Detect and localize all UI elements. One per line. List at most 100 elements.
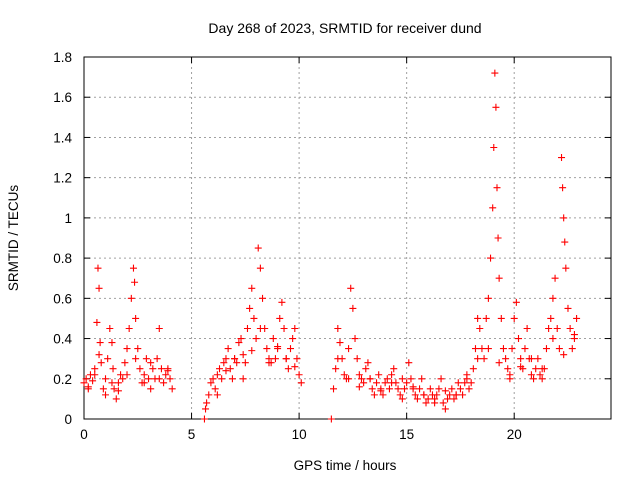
data-point <box>108 379 116 387</box>
data-point <box>213 391 221 399</box>
data-point <box>512 298 520 306</box>
data-point <box>497 314 505 322</box>
data-point <box>439 399 447 407</box>
data-point <box>517 355 525 363</box>
data-point <box>409 383 417 391</box>
data-point <box>239 375 247 383</box>
data-point <box>96 339 104 347</box>
data-point <box>353 355 361 363</box>
data-point <box>142 355 150 363</box>
data-point <box>233 359 241 367</box>
data-point <box>106 325 114 332</box>
data-point <box>349 304 357 312</box>
data-point <box>454 379 462 387</box>
data-point <box>259 294 267 302</box>
data-point <box>452 391 460 399</box>
data-point <box>147 385 155 393</box>
data-point <box>211 385 219 393</box>
grid-lines <box>84 57 611 419</box>
data-point <box>530 375 538 383</box>
data-point <box>134 345 142 353</box>
data-point <box>112 395 120 403</box>
data-point <box>209 375 217 383</box>
data-point <box>491 69 499 77</box>
data-point <box>228 375 236 383</box>
data-point <box>471 345 479 353</box>
data-point <box>110 385 118 393</box>
data-point <box>91 371 99 379</box>
data-point <box>235 339 243 347</box>
data-point <box>566 325 574 332</box>
data-point <box>121 359 129 367</box>
data-point <box>200 415 208 423</box>
data-point <box>484 294 492 302</box>
data-point <box>94 264 102 272</box>
y-tick-label: 0.8 <box>53 251 72 266</box>
data-point <box>418 375 426 383</box>
x-tick-label: 20 <box>507 427 522 442</box>
data-point <box>564 304 572 312</box>
data-point <box>401 385 409 393</box>
data-point <box>549 335 557 343</box>
data-point <box>510 314 518 322</box>
data-point <box>269 335 277 343</box>
data-point <box>416 385 424 393</box>
y-tick-label: 1.8 <box>53 50 72 65</box>
data-point <box>476 325 484 332</box>
data-point <box>123 371 131 379</box>
data-point <box>250 314 258 322</box>
data-point <box>542 345 550 353</box>
data-point <box>222 355 230 363</box>
data-point <box>147 359 155 367</box>
data-point <box>368 385 376 393</box>
data-point <box>129 264 137 272</box>
data-point <box>532 365 540 373</box>
data-point <box>263 345 271 353</box>
data-point <box>517 363 525 371</box>
data-point <box>521 345 529 353</box>
data-point <box>568 345 576 353</box>
data-point <box>347 284 355 292</box>
data-point <box>426 385 434 393</box>
y-axis-label: SRMTID / TECUs <box>6 185 21 292</box>
data-point <box>295 371 303 379</box>
data-point <box>131 278 139 286</box>
data-point <box>164 367 172 375</box>
data-point <box>394 385 402 393</box>
data-point <box>515 335 523 343</box>
data-point <box>390 365 398 373</box>
data-point <box>202 405 210 413</box>
data-point <box>291 325 299 332</box>
data-point <box>398 395 406 403</box>
data-point <box>360 379 368 387</box>
data-point <box>243 325 251 332</box>
data-point <box>274 343 282 351</box>
data-point <box>437 375 445 383</box>
data-point <box>166 375 174 383</box>
data-point <box>246 304 254 312</box>
data-point <box>340 371 348 379</box>
data-point <box>127 294 135 302</box>
data-point <box>381 379 389 387</box>
data-point <box>102 375 110 383</box>
data-point <box>465 385 473 393</box>
data-point <box>237 335 245 343</box>
data-point <box>551 274 559 282</box>
data-point <box>435 385 443 393</box>
data-point <box>265 359 273 367</box>
y-tick-label: 0 <box>64 412 72 427</box>
y-tick-label: 1.4 <box>53 130 72 145</box>
data-point <box>82 375 90 383</box>
data-point <box>226 365 234 373</box>
data-point <box>291 363 299 371</box>
data-point <box>213 371 221 379</box>
data-point <box>119 375 127 383</box>
data-point <box>203 399 211 407</box>
data-point <box>334 355 342 363</box>
data-point <box>109 365 117 373</box>
data-point <box>108 339 116 347</box>
data-point <box>560 214 568 222</box>
data-point <box>495 274 503 282</box>
data-point <box>431 395 439 403</box>
data-point <box>396 391 404 399</box>
